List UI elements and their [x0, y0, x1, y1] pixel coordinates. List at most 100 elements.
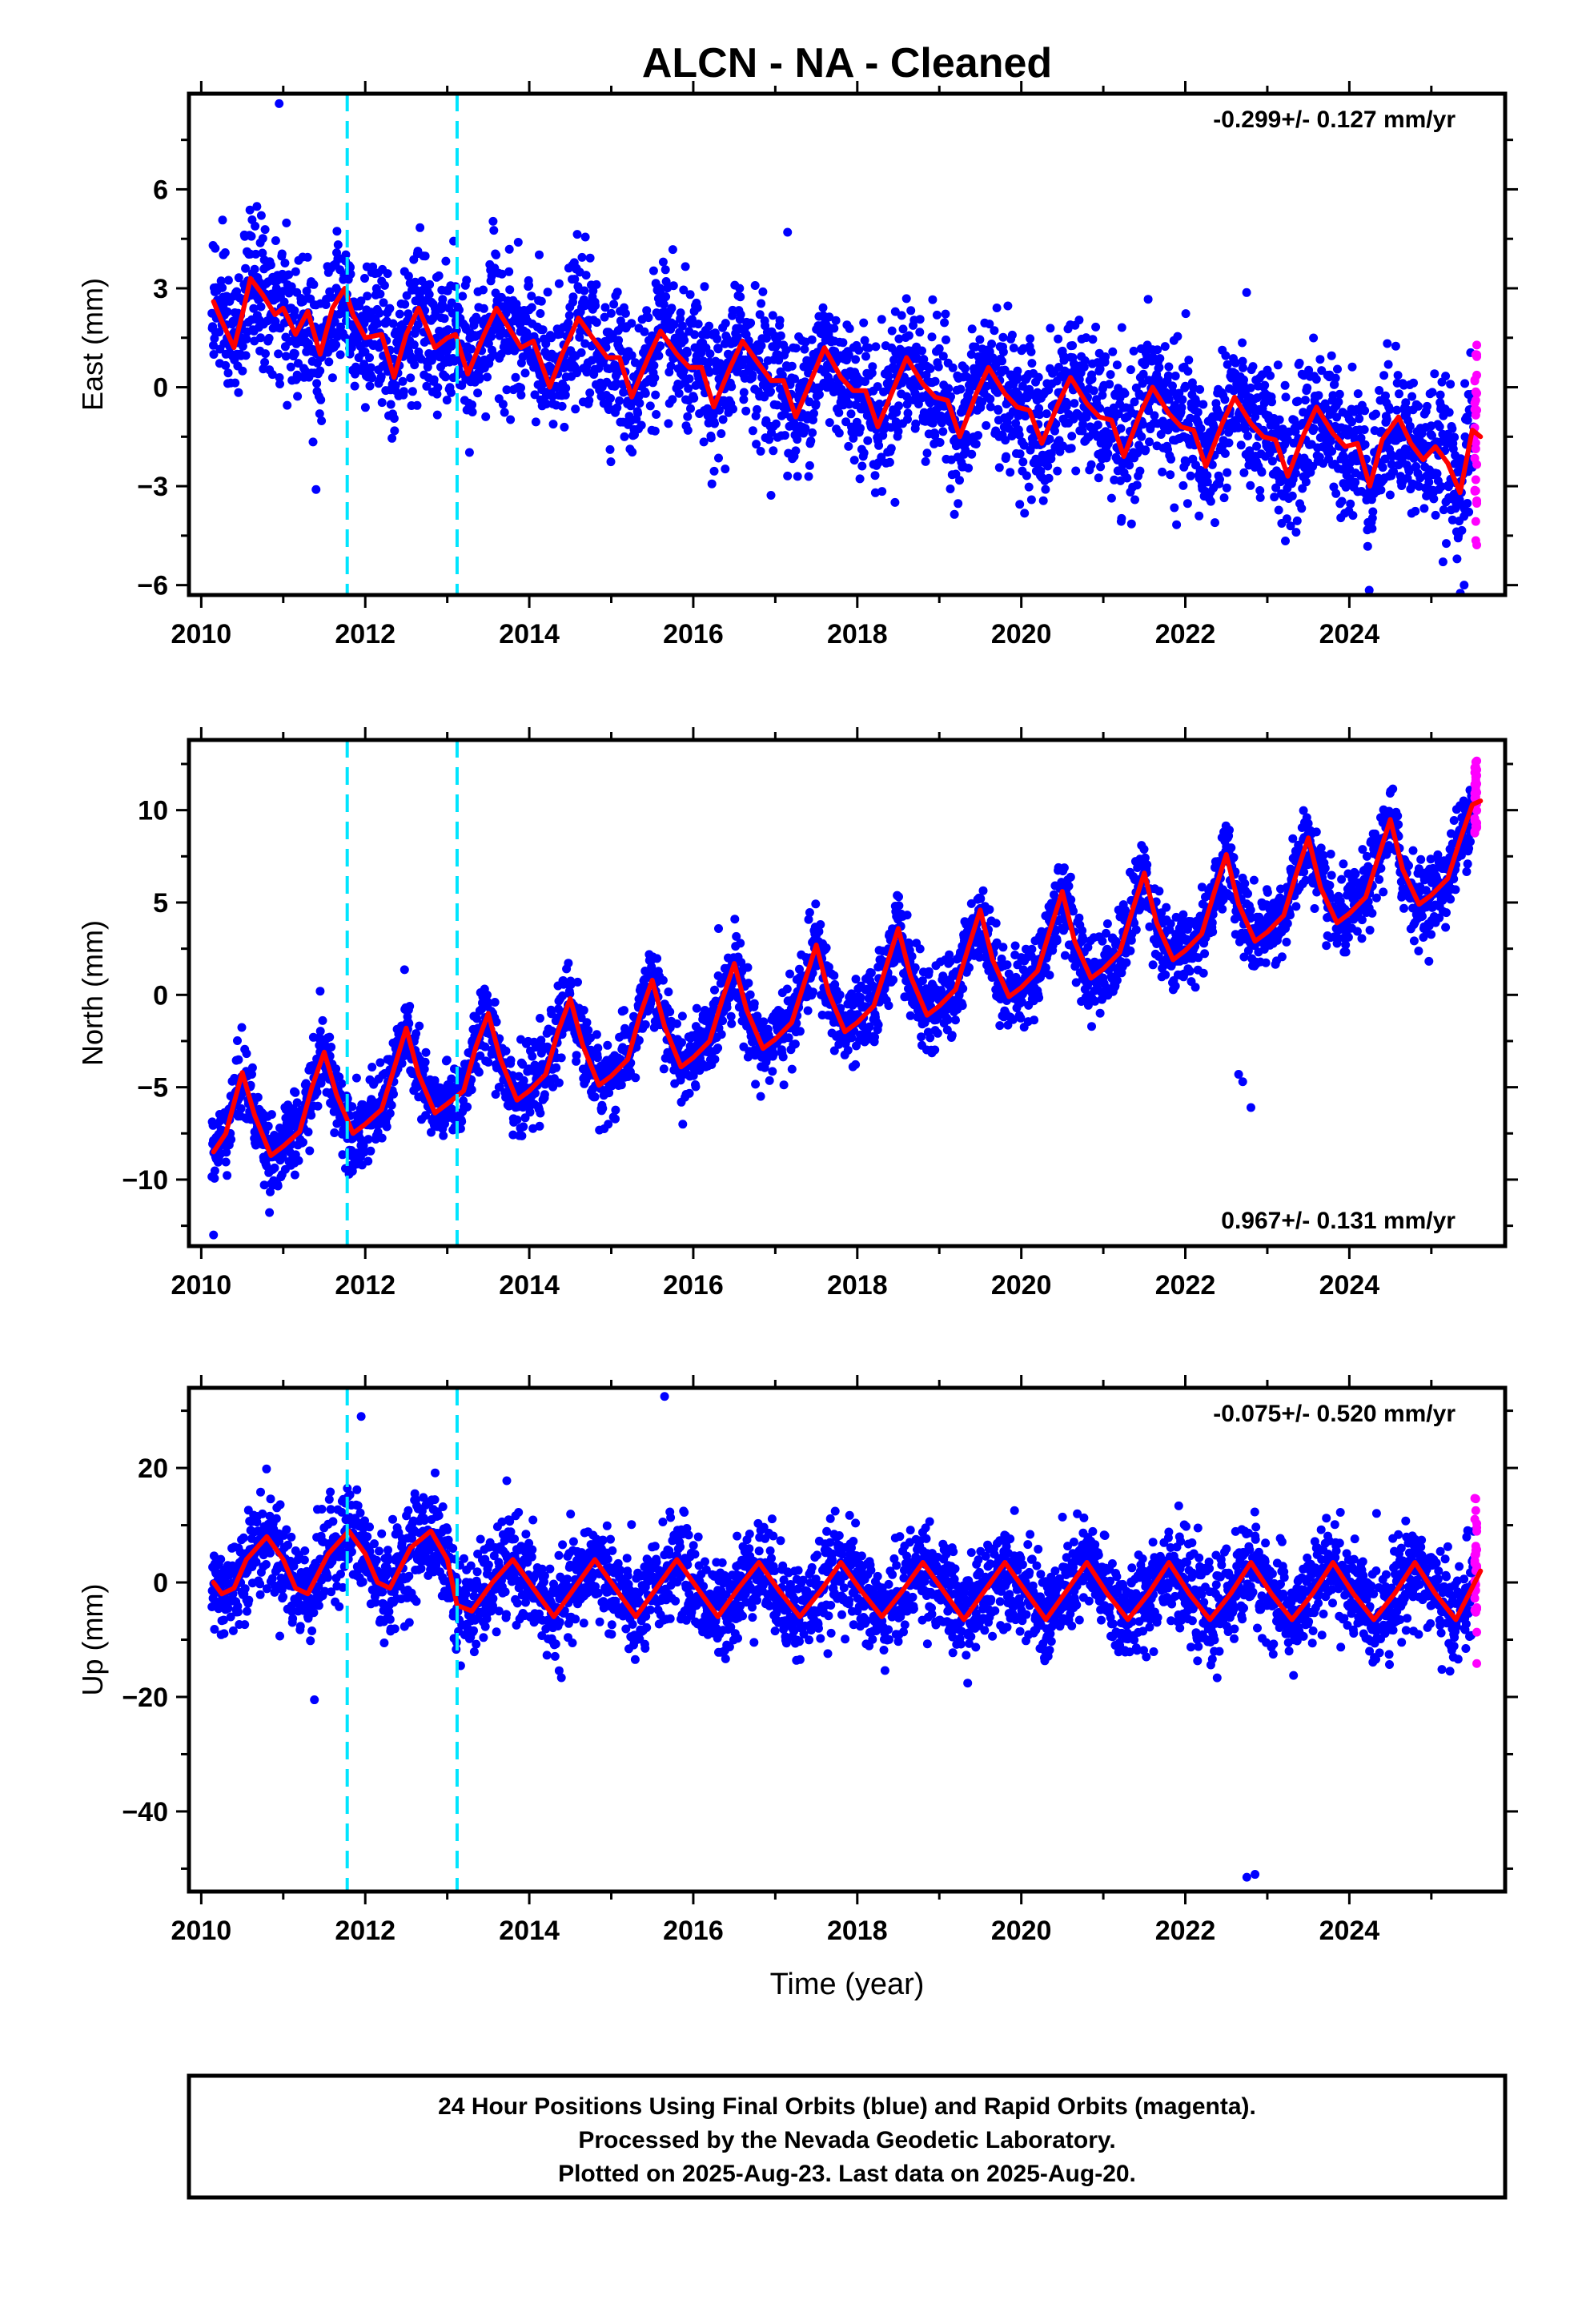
data-point: [223, 275, 233, 285]
data-point: [1231, 358, 1240, 368]
data-point: [1364, 585, 1374, 595]
data-point: [1130, 397, 1139, 407]
data-point: [234, 1055, 243, 1064]
data-point: [890, 497, 900, 507]
y-tick-label: −3: [137, 472, 168, 502]
data-point: [774, 356, 784, 365]
data-point: [1270, 493, 1279, 502]
data-point: [420, 1057, 430, 1067]
data-point: [1437, 482, 1446, 492]
data-point: [506, 1055, 516, 1065]
data-point: [385, 304, 395, 313]
data-point: [283, 400, 292, 410]
data-point: [870, 471, 880, 480]
data-point: [871, 342, 881, 352]
data-point: [560, 358, 570, 368]
data-point: [556, 1053, 566, 1063]
data-point: [791, 446, 801, 456]
data-point: [218, 215, 227, 225]
data-point: [1141, 445, 1150, 455]
data-point: [1379, 371, 1389, 380]
data-point: [416, 223, 425, 232]
data-point: [677, 1038, 686, 1047]
data-point: [1178, 480, 1188, 490]
data-point: [251, 249, 260, 259]
data-point: [360, 274, 369, 283]
data-point: [387, 433, 397, 443]
data-point: [547, 1026, 556, 1035]
data-point: [501, 1046, 511, 1055]
data-point: [275, 380, 284, 388]
data-point: [673, 1019, 681, 1028]
data-point: [1266, 371, 1275, 380]
data-point: [294, 1156, 303, 1165]
data-point: [721, 464, 730, 474]
data-point: [727, 382, 737, 392]
data-point: [462, 275, 472, 285]
data-point: [292, 1098, 302, 1108]
data-point: [1002, 452, 1011, 461]
data-point: [412, 400, 422, 410]
data-point: [441, 256, 451, 266]
data-point: [600, 303, 610, 312]
data-point: [476, 1051, 485, 1060]
data-point: [1334, 397, 1343, 407]
data-point: [903, 408, 913, 418]
data-point: [519, 1076, 528, 1085]
data-point: [280, 259, 290, 267]
data-point: [312, 379, 322, 388]
data-point: [1378, 463, 1387, 472]
data-point: [1088, 335, 1098, 344]
data-point: [1331, 489, 1341, 498]
data-point: [368, 262, 378, 271]
data-point: [1080, 356, 1090, 365]
x-tick-label: 2010: [171, 619, 232, 649]
rapid-point: [1471, 536, 1480, 545]
data-point: [890, 307, 900, 316]
data-point: [873, 382, 882, 392]
data-point: [1126, 365, 1135, 375]
data-point: [1359, 425, 1369, 434]
data-point: [1220, 395, 1230, 404]
data-point: [652, 954, 662, 963]
data-point: [1393, 371, 1403, 380]
data-point: [898, 324, 908, 334]
data-point: [592, 1053, 602, 1063]
rapid-point: [1471, 517, 1480, 526]
data-point: [238, 366, 247, 376]
data-point: [645, 401, 655, 411]
data-point: [389, 414, 399, 423]
data-point: [855, 474, 865, 484]
data-point: [846, 409, 856, 419]
outlier-point: [783, 227, 793, 237]
data-point: [234, 388, 243, 397]
data-point: [1311, 375, 1321, 384]
data-point: [1144, 406, 1153, 416]
data-point: [811, 400, 821, 408]
data-point: [651, 390, 661, 400]
data-point: [729, 404, 737, 414]
data-point: [492, 250, 501, 259]
data-point: [857, 461, 867, 471]
data-point: [404, 271, 413, 281]
data-point: [267, 370, 277, 380]
data-point: [528, 1124, 538, 1133]
data-point: [739, 388, 749, 397]
data-point: [1295, 358, 1304, 368]
data-point: [718, 1016, 728, 1026]
data-point: [429, 375, 439, 384]
data-point: [612, 403, 622, 412]
data-point: [1243, 431, 1252, 440]
data-point: [834, 408, 844, 417]
data-point: [432, 410, 442, 420]
data-point: [1431, 510, 1440, 520]
data-point: [584, 396, 594, 405]
data-point: [932, 310, 942, 320]
data-point: [263, 1121, 273, 1131]
data-point: [291, 1088, 300, 1097]
data-point: [964, 464, 974, 472]
data-point: [427, 1128, 436, 1137]
data-point: [379, 298, 388, 308]
data-point: [745, 990, 755, 999]
data-point: [884, 372, 893, 381]
